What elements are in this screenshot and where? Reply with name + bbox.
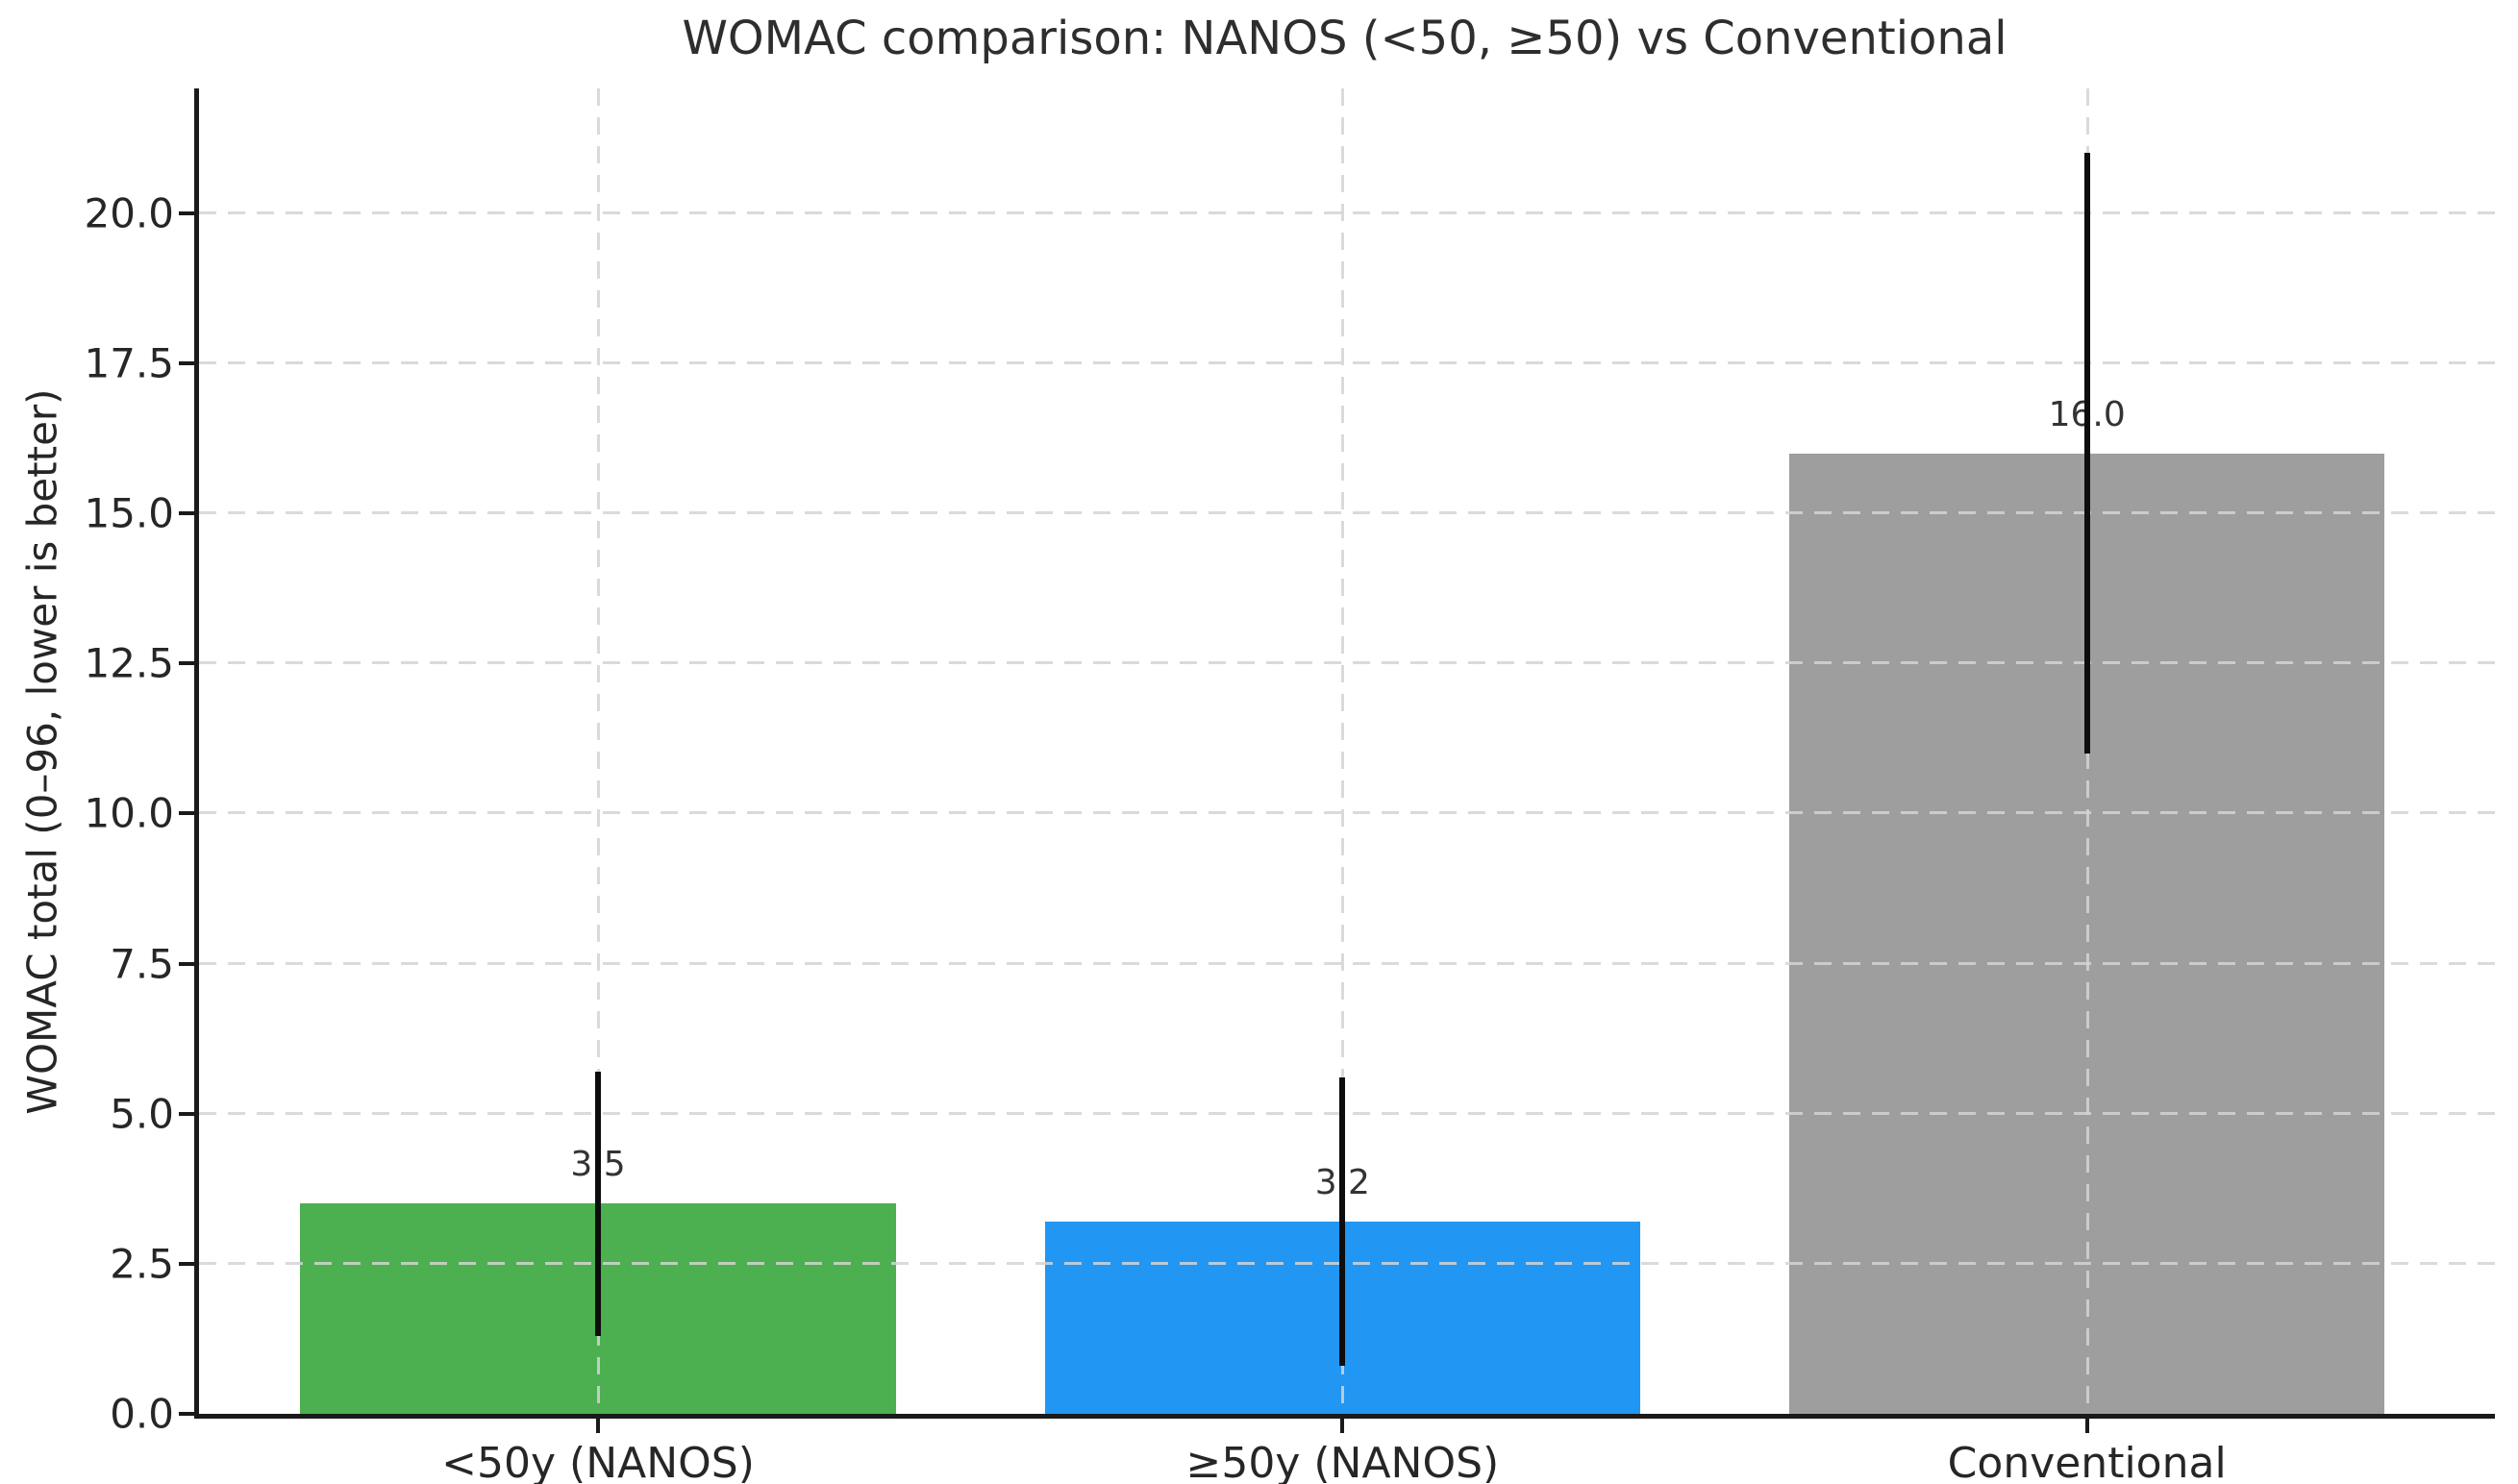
- v-gridline: [1341, 88, 1345, 1414]
- y-tick-mark: [179, 961, 194, 966]
- y-tick-mark: [179, 1111, 194, 1116]
- y-tick-label: 17.5: [84, 339, 174, 387]
- x-tick-label: <50y (NANOS): [441, 1439, 755, 1484]
- h-gridline: [199, 1111, 2495, 1115]
- x-tick-label: Conventional: [1947, 1439, 2227, 1484]
- h-gridline: [199, 661, 2495, 665]
- y-tick-mark: [179, 210, 194, 215]
- error-bar: [595, 1072, 602, 1336]
- y-tick-label: 12.5: [84, 639, 174, 687]
- error-bar: [1339, 1077, 1346, 1367]
- h-gridline: [199, 811, 2495, 815]
- y-tick-label: 20.0: [84, 189, 174, 237]
- v-gridline: [597, 88, 601, 1414]
- h-gridline: [199, 961, 2495, 965]
- y-tick-label: 7.5: [110, 940, 174, 988]
- y-tick-label: 15.0: [84, 489, 174, 537]
- y-tick-label: 0.0: [110, 1390, 174, 1438]
- plot-area: 0.0 2.5 5.0 7.5 10.0 12.5 15.0 17.5 20.0 <50y (NA…: [84, 88, 2495, 1484]
- h-gridline: [199, 361, 2495, 365]
- x-tick-mark: [596, 1419, 601, 1433]
- y-tick-mark: [179, 1261, 194, 1266]
- h-gridline: [199, 511, 2495, 515]
- y-tick-mark: [179, 361, 194, 366]
- error-bar: [2083, 153, 2090, 754]
- y-tick-mark: [179, 811, 194, 816]
- y-tick-mark: [179, 661, 194, 666]
- x-tick-mark: [2084, 1419, 2089, 1433]
- y-axis-label: WOMAC total (0–96, lower is better): [18, 388, 66, 1115]
- x-tick-mark: [1340, 1419, 1345, 1433]
- x-tick-label: ≥50y (NANOS): [1185, 1439, 1500, 1484]
- h-gridline: [199, 210, 2495, 214]
- y-tick-mark: [179, 511, 194, 516]
- h-gridline: [199, 1261, 2495, 1265]
- y-tick-label: 5.0: [110, 1090, 174, 1138]
- chart-title: WOMAC comparison: NANOS (<50, ≥50) vs Co…: [682, 12, 2007, 65]
- y-tick-mark: [179, 1412, 194, 1416]
- y-tick-label: 2.5: [110, 1240, 174, 1288]
- y-tick-label: 10.0: [84, 789, 174, 837]
